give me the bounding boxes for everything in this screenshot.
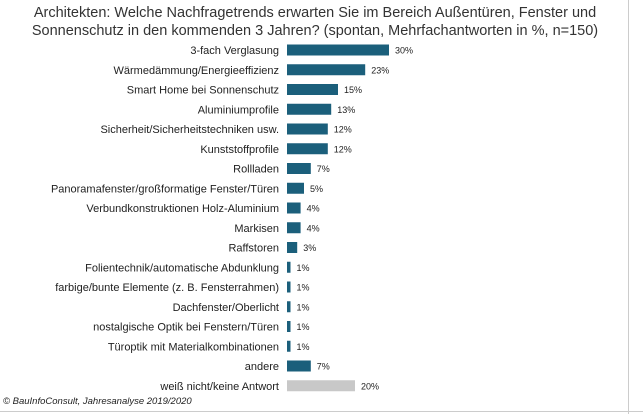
category-label: 3-fach Verglasung xyxy=(190,45,279,57)
data-label: 7% xyxy=(317,164,330,174)
category-label: Türoptik mit Materialkombinationen xyxy=(108,341,279,353)
bar xyxy=(287,301,291,313)
category-label: Folientechnik/automatische Abdunklung xyxy=(85,262,279,274)
bar xyxy=(287,182,304,194)
data-label: 15% xyxy=(344,85,362,95)
bar xyxy=(287,340,291,352)
chart-title: Architekten: Welche Nachfragetrends erwa… xyxy=(31,5,599,39)
bar xyxy=(287,64,366,76)
category-label: Dachfenster/Oberlicht xyxy=(173,302,279,314)
category-label: Sicherheit/Sicherheitstechniken usw. xyxy=(100,124,279,136)
data-label: 4% xyxy=(307,204,320,214)
data-label: 5% xyxy=(310,184,323,194)
bar xyxy=(287,44,389,56)
data-label: 1% xyxy=(297,302,310,312)
bar xyxy=(287,143,328,155)
source-note: © BauInfoConsult, Jahresanalyse 2019/202… xyxy=(3,396,192,407)
bar xyxy=(287,360,311,372)
category-label: Verbundkonstruktionen Holz-Aluminium xyxy=(86,203,279,215)
data-label: 20% xyxy=(361,381,379,391)
category-label: andere xyxy=(245,361,279,373)
category-label: Kunststoffprofile xyxy=(200,144,279,156)
bar xyxy=(287,380,355,392)
frame-line-bottom xyxy=(0,411,643,412)
data-label: 3% xyxy=(303,243,316,253)
category-label: Raffstoren xyxy=(228,243,279,255)
data-label: 7% xyxy=(317,362,330,372)
data-label: 1% xyxy=(297,322,310,332)
data-label: 1% xyxy=(297,342,310,352)
category-label: Panoramafenster/großformatige Fenster/Tü… xyxy=(51,183,279,195)
bar xyxy=(287,261,291,273)
bar xyxy=(287,103,332,115)
data-label: 4% xyxy=(307,223,320,233)
category-label: Smart Home bei Sonnenschutz xyxy=(127,85,279,97)
bar xyxy=(287,321,291,332)
bar xyxy=(287,123,328,135)
bar xyxy=(287,281,291,293)
data-label: 13% xyxy=(337,105,355,115)
category-label: farbige/bunte Elemente (z. B. Fensterrah… xyxy=(55,282,279,294)
data-label: 30% xyxy=(395,46,413,56)
bar xyxy=(287,163,311,174)
category-label: Wärmedämmung/Energieeffizienz xyxy=(114,65,279,77)
bar xyxy=(287,84,338,95)
data-label: 12% xyxy=(334,144,352,154)
frame-line-right xyxy=(628,0,629,414)
category-label: Rollladen xyxy=(233,164,279,176)
data-label: 12% xyxy=(334,125,352,135)
bar xyxy=(287,222,301,234)
category-label: nostalgische Optik bei Fenstern/Türen xyxy=(93,322,279,334)
data-label: 1% xyxy=(297,283,310,293)
data-label: 23% xyxy=(371,65,389,75)
bar xyxy=(287,242,298,253)
bar xyxy=(287,202,301,214)
category-label: Aluminiumprofile xyxy=(198,104,279,116)
category-label: weiß nicht/keine Antwort xyxy=(159,381,279,393)
category-label: Markisen xyxy=(234,223,279,235)
data-label: 1% xyxy=(297,263,310,273)
